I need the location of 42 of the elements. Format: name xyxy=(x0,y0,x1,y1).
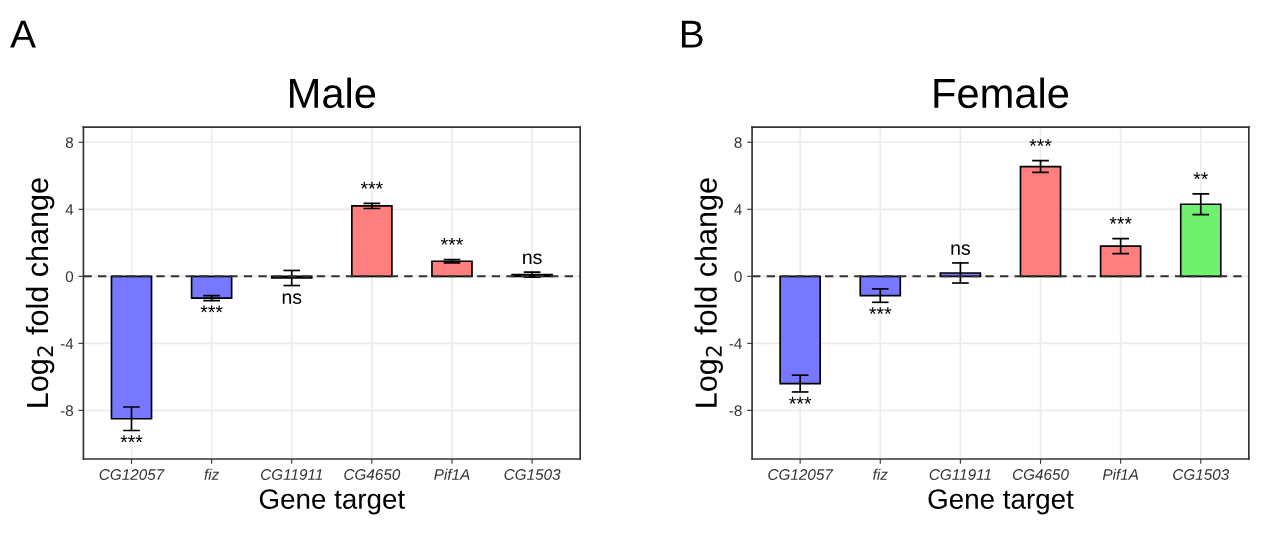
data-label: *** xyxy=(789,396,812,404)
y-axis-title: Log$_{2}$ fold change xyxy=(25,178,55,407)
data-label: ** xyxy=(1193,172,1209,180)
chart-title: Female xyxy=(934,77,1069,109)
x-tick-label: fiz xyxy=(204,468,220,480)
data-label: *** xyxy=(200,305,223,313)
data-label: *** xyxy=(1029,139,1052,146)
data-label: *** xyxy=(120,435,143,443)
x-tick-label: CG1503 xyxy=(504,469,561,480)
data-label: *** xyxy=(440,237,464,245)
x-tick-label: fiz xyxy=(873,468,888,480)
x-axis-title: Gene target xyxy=(928,489,1074,515)
x-tick-label: CG12057 xyxy=(768,469,834,480)
y-tick-label: 8 xyxy=(734,137,742,148)
data-label: ns xyxy=(523,253,542,265)
y-tick-label: 8 xyxy=(65,137,74,148)
x-tick-label: Pif1A xyxy=(434,468,470,480)
data-label: ns xyxy=(282,293,302,304)
x-tick-label: Pif1A xyxy=(1102,468,1139,480)
y-tick-label: -8 xyxy=(60,405,74,417)
y-tick-label: 0 xyxy=(734,271,742,283)
text: B xyxy=(681,20,703,48)
y-tick-label: -4 xyxy=(729,338,742,349)
y-tick-label: 0 xyxy=(65,271,74,283)
y-tick-label: 4 xyxy=(65,204,74,215)
y-tick-label: 4 xyxy=(734,204,742,215)
x-tick-label: CG4650 xyxy=(1012,469,1069,480)
data-label: ns xyxy=(951,244,970,255)
x-tick-label: CG1503 xyxy=(1173,469,1230,480)
x-axis-title: Gene target xyxy=(259,489,405,515)
data-label: *** xyxy=(869,307,892,315)
y-tick-label: -8 xyxy=(729,405,742,417)
x-tick-label: CG4650 xyxy=(344,469,401,480)
text: A xyxy=(10,20,36,48)
x-tick-label: CG11911 xyxy=(261,469,323,480)
x-tick-label: CG11911 xyxy=(929,469,991,480)
data-label: *** xyxy=(360,181,383,189)
y-tick-label: -4 xyxy=(60,338,74,349)
x-tick-label: CG12057 xyxy=(99,469,165,480)
chart-title: Male xyxy=(290,77,376,109)
y-axis-title: Log$_{2}$ fold change xyxy=(694,178,723,407)
data-label: *** xyxy=(1109,217,1132,224)
